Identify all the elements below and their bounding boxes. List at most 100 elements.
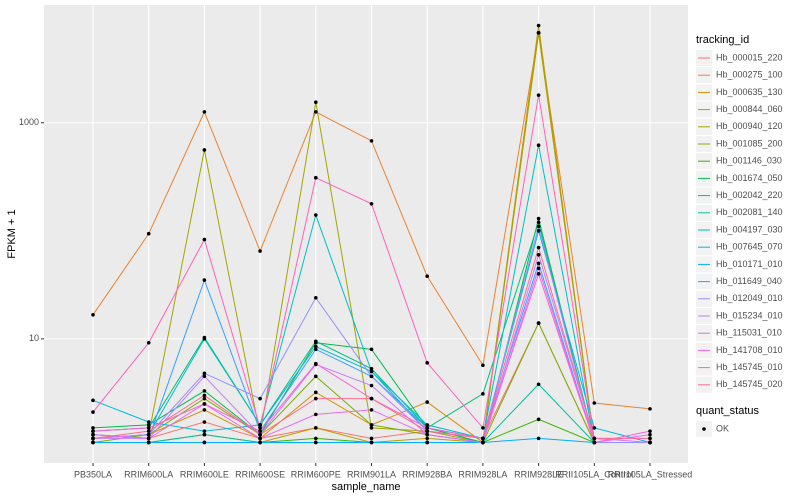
- legend-shape: [702, 427, 706, 431]
- data-point: [369, 369, 374, 374]
- data-point: [202, 393, 207, 398]
- data-point: [648, 407, 652, 411]
- data-point: [314, 175, 318, 180]
- x-tick-label: RRIM901LA: [347, 469, 396, 479]
- data-point: [592, 401, 597, 405]
- data-point: [91, 398, 95, 403]
- data-point: [369, 201, 374, 206]
- x-tick-label: RRIM928LA: [458, 469, 507, 479]
- data-point: [314, 390, 318, 395]
- data-point: [425, 423, 430, 427]
- data-point: [91, 440, 95, 445]
- data-point: [425, 426, 430, 430]
- legend-label: OK: [716, 423, 729, 433]
- data-point: [536, 321, 541, 325]
- data-point: [146, 340, 151, 345]
- data-point: [592, 436, 597, 441]
- data-point: [91, 410, 95, 414]
- data-point: [536, 229, 541, 233]
- data-point: [202, 389, 207, 393]
- data-point: [146, 231, 151, 236]
- data-point: [369, 347, 374, 352]
- data-point: [202, 432, 207, 437]
- data-point: [481, 426, 485, 430]
- data-point: [314, 339, 318, 344]
- data-point: [536, 23, 541, 28]
- x-tick-label: RRII105LA_Stressed: [608, 469, 693, 479]
- legend-label: Hb_010171_010: [716, 259, 783, 269]
- legend-label: Hb_007645_070: [716, 242, 783, 252]
- y-tick-label: 1000: [19, 117, 39, 127]
- data-point: [202, 371, 207, 376]
- data-point: [648, 440, 652, 445]
- data-point: [425, 429, 430, 433]
- data-point: [648, 432, 652, 437]
- x-tick-label: RRIM600PE: [291, 469, 341, 479]
- data-point: [536, 93, 541, 97]
- data-point: [369, 436, 374, 441]
- data-point: [146, 440, 151, 445]
- data-point: [425, 400, 430, 404]
- legend-label: Hb_012049_010: [716, 293, 783, 303]
- data-point: [202, 278, 207, 282]
- data-point: [536, 224, 541, 229]
- data-point: [369, 426, 374, 430]
- legend-label: Hb_002081_140: [716, 207, 783, 217]
- legend-label: Hb_001085_200: [716, 138, 783, 148]
- y-axis-label: FPKM + 1: [6, 209, 18, 258]
- data-point: [369, 423, 374, 427]
- data-point: [314, 344, 318, 349]
- data-point: [369, 396, 374, 401]
- data-point: [146, 429, 151, 433]
- data-point: [202, 402, 207, 406]
- data-point: [536, 272, 541, 276]
- data-point: [202, 337, 207, 341]
- legend-label: Hb_000635_130: [716, 87, 783, 97]
- data-point: [146, 420, 151, 424]
- data-point: [314, 295, 318, 300]
- data-point: [202, 408, 207, 412]
- data-point: [314, 100, 318, 105]
- data-point: [314, 436, 318, 441]
- data-point: [648, 429, 652, 433]
- data-point: [648, 436, 652, 441]
- data-point: [314, 396, 318, 401]
- data-point: [314, 213, 318, 217]
- data-point: [91, 429, 95, 433]
- x-axis-label: sample_name: [331, 481, 400, 493]
- data-point: [536, 31, 541, 35]
- data-point: [536, 261, 541, 266]
- legend-label: Hb_015234_010: [716, 310, 783, 320]
- data-point: [536, 266, 541, 271]
- y-tick-label: 10: [29, 333, 39, 343]
- x-tick-label: RRIM600SE: [235, 469, 285, 479]
- legend-label: Hb_000844_060: [716, 104, 783, 114]
- data-point: [536, 220, 541, 225]
- data-point: [369, 139, 374, 143]
- data-point: [425, 361, 430, 365]
- legend-label: Hb_141708_010: [716, 345, 783, 355]
- legend-label: Hb_145745_010: [716, 362, 783, 372]
- data-point: [314, 426, 318, 430]
- legend-label: Hb_004197_030: [716, 224, 783, 234]
- data-point: [258, 436, 262, 441]
- data-point: [258, 423, 262, 427]
- shape-legend-title: quant_status: [696, 405, 759, 417]
- data-point: [146, 432, 151, 437]
- data-point: [592, 426, 597, 430]
- data-point: [202, 237, 207, 242]
- legend-label: Hb_002042_220: [716, 190, 783, 200]
- legend-label: Hb_011649_040: [716, 276, 782, 286]
- legend-label: Hb_001674_050: [716, 173, 783, 183]
- data-point: [91, 432, 95, 437]
- legend-title: tracking_id: [696, 34, 749, 46]
- data-point: [258, 396, 262, 401]
- data-point: [202, 110, 207, 114]
- x-tick-label: RRIM928BA: [402, 469, 452, 479]
- data-point: [369, 366, 374, 371]
- data-point: [314, 374, 318, 379]
- data-point: [369, 383, 374, 388]
- data-point: [425, 274, 430, 279]
- data-point: [592, 440, 597, 445]
